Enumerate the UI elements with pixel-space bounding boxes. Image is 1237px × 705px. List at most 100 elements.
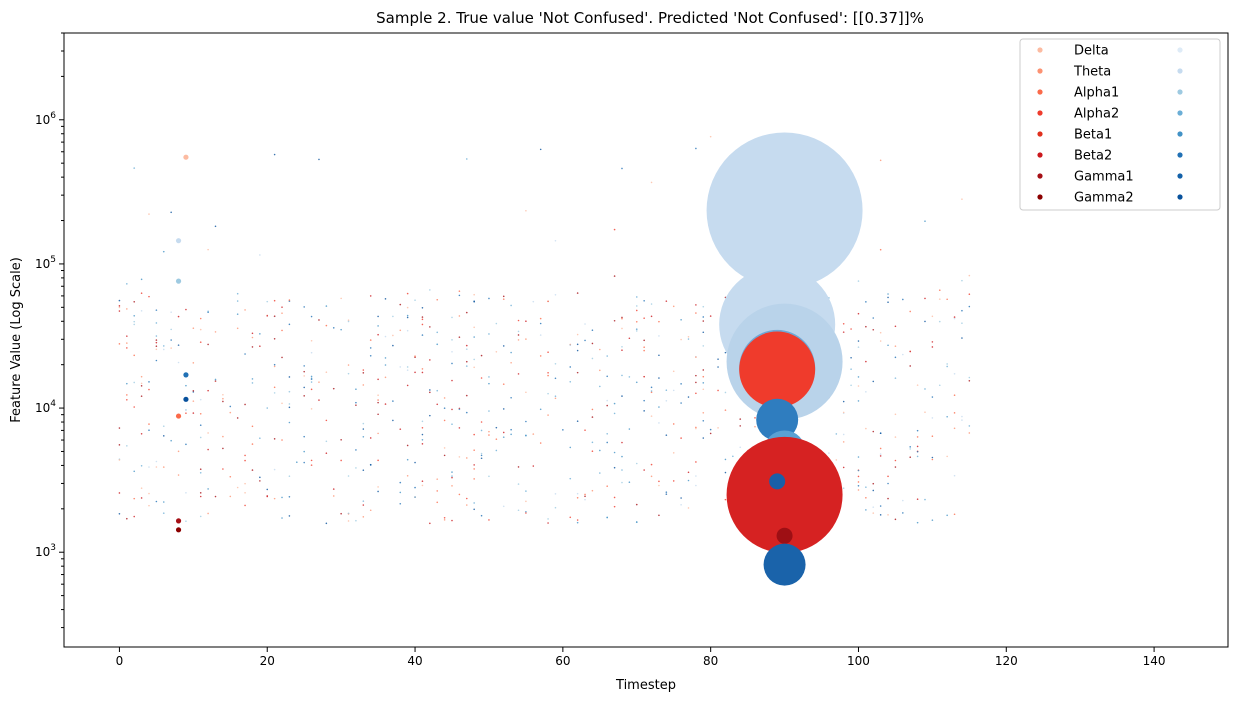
- data-point: [621, 316, 623, 319]
- data-point: [465, 504, 468, 506]
- data-point: [547, 300, 549, 303]
- data-point: [480, 354, 483, 357]
- legend-marker: [1037, 47, 1043, 53]
- data-point: [502, 505, 505, 508]
- data-point: [266, 488, 269, 491]
- data-point: [332, 495, 335, 497]
- data-point: [739, 418, 742, 420]
- data-point: [953, 513, 956, 516]
- data-point: [273, 153, 276, 156]
- data-point: [695, 475, 697, 477]
- data-point: [857, 340, 860, 342]
- data-point: [953, 316, 956, 318]
- data-point: [473, 433, 475, 436]
- data-point: [924, 411, 926, 414]
- data-point: [162, 250, 165, 253]
- data-point: [155, 466, 158, 468]
- data-point: [303, 395, 305, 397]
- data-point: [924, 498, 926, 501]
- data-point: [207, 448, 209, 451]
- data-point: [480, 454, 483, 457]
- data-point: [222, 468, 224, 470]
- data-point: [288, 475, 291, 478]
- data-point: [162, 512, 165, 514]
- data-point: [369, 295, 372, 297]
- data-point: [303, 435, 305, 438]
- data-point: [857, 385, 860, 387]
- data-point: [902, 499, 904, 502]
- data-point: [436, 501, 439, 504]
- data-point: [525, 500, 527, 503]
- data-point: [362, 436, 365, 438]
- data-point: [946, 415, 948, 418]
- data-point: [465, 348, 468, 350]
- data-point: [436, 298, 439, 301]
- data-point: [273, 363, 276, 366]
- data-point: [310, 381, 313, 383]
- data-point: [199, 495, 202, 498]
- data-point: [281, 329, 283, 332]
- data-point: [392, 334, 394, 337]
- data-point: [517, 334, 520, 336]
- data-point: [680, 338, 682, 341]
- data-point: [665, 389, 668, 392]
- data-point: [916, 445, 919, 448]
- data-point: [325, 522, 328, 525]
- data-point: [879, 453, 882, 455]
- data-point: [126, 394, 128, 396]
- data-point: [183, 372, 189, 378]
- data-point: [724, 409, 727, 411]
- data-point: [650, 463, 653, 466]
- data-point: [584, 339, 586, 342]
- data-point: [473, 478, 475, 480]
- data-point: [177, 361, 180, 364]
- data-point: [399, 303, 402, 306]
- data-point: [702, 411, 705, 414]
- data-point: [672, 305, 675, 308]
- data-point: [175, 413, 182, 419]
- data-point: [406, 306, 409, 309]
- data-point: [281, 496, 283, 499]
- data-point: [857, 400, 860, 402]
- data-point: [377, 333, 379, 336]
- data-point: [421, 316, 424, 318]
- data-point: [192, 400, 195, 402]
- data-point: [155, 339, 158, 341]
- data-point: [665, 434, 668, 436]
- data-point: [281, 517, 283, 519]
- data-point: [488, 382, 490, 385]
- data-point: [953, 373, 956, 375]
- data-point: [443, 519, 446, 521]
- data-point: [488, 430, 490, 433]
- data-point: [842, 433, 845, 436]
- data-point: [162, 466, 165, 468]
- data-point: [325, 419, 328, 422]
- data-point: [850, 384, 852, 387]
- data-point: [702, 316, 705, 318]
- data-point: [510, 304, 512, 307]
- data-point: [421, 368, 424, 370]
- x-axis: 0 20 40 60 80 100 120 140: [116, 647, 1166, 668]
- x-axis-label: Timestep: [615, 678, 676, 693]
- data-point: [310, 408, 313, 410]
- data-point: [185, 308, 187, 311]
- data-point: [842, 441, 845, 443]
- data-point: [140, 385, 143, 387]
- data-point: [879, 248, 882, 251]
- data-point: [865, 509, 867, 511]
- data-point: [355, 449, 357, 451]
- data-point: [621, 374, 623, 377]
- data-point: [643, 410, 645, 412]
- chart-title: Sample 2. True value 'Not Confused'. Pre…: [376, 9, 924, 27]
- data-point: [369, 437, 372, 439]
- data-point: [377, 432, 379, 435]
- data-point: [347, 512, 350, 515]
- data-point: [517, 466, 520, 468]
- data-point: [643, 375, 645, 378]
- data-point: [517, 373, 520, 375]
- data-point: [303, 306, 305, 308]
- data-point: [170, 311, 172, 313]
- data-point: [414, 371, 416, 374]
- data-point: [658, 335, 660, 337]
